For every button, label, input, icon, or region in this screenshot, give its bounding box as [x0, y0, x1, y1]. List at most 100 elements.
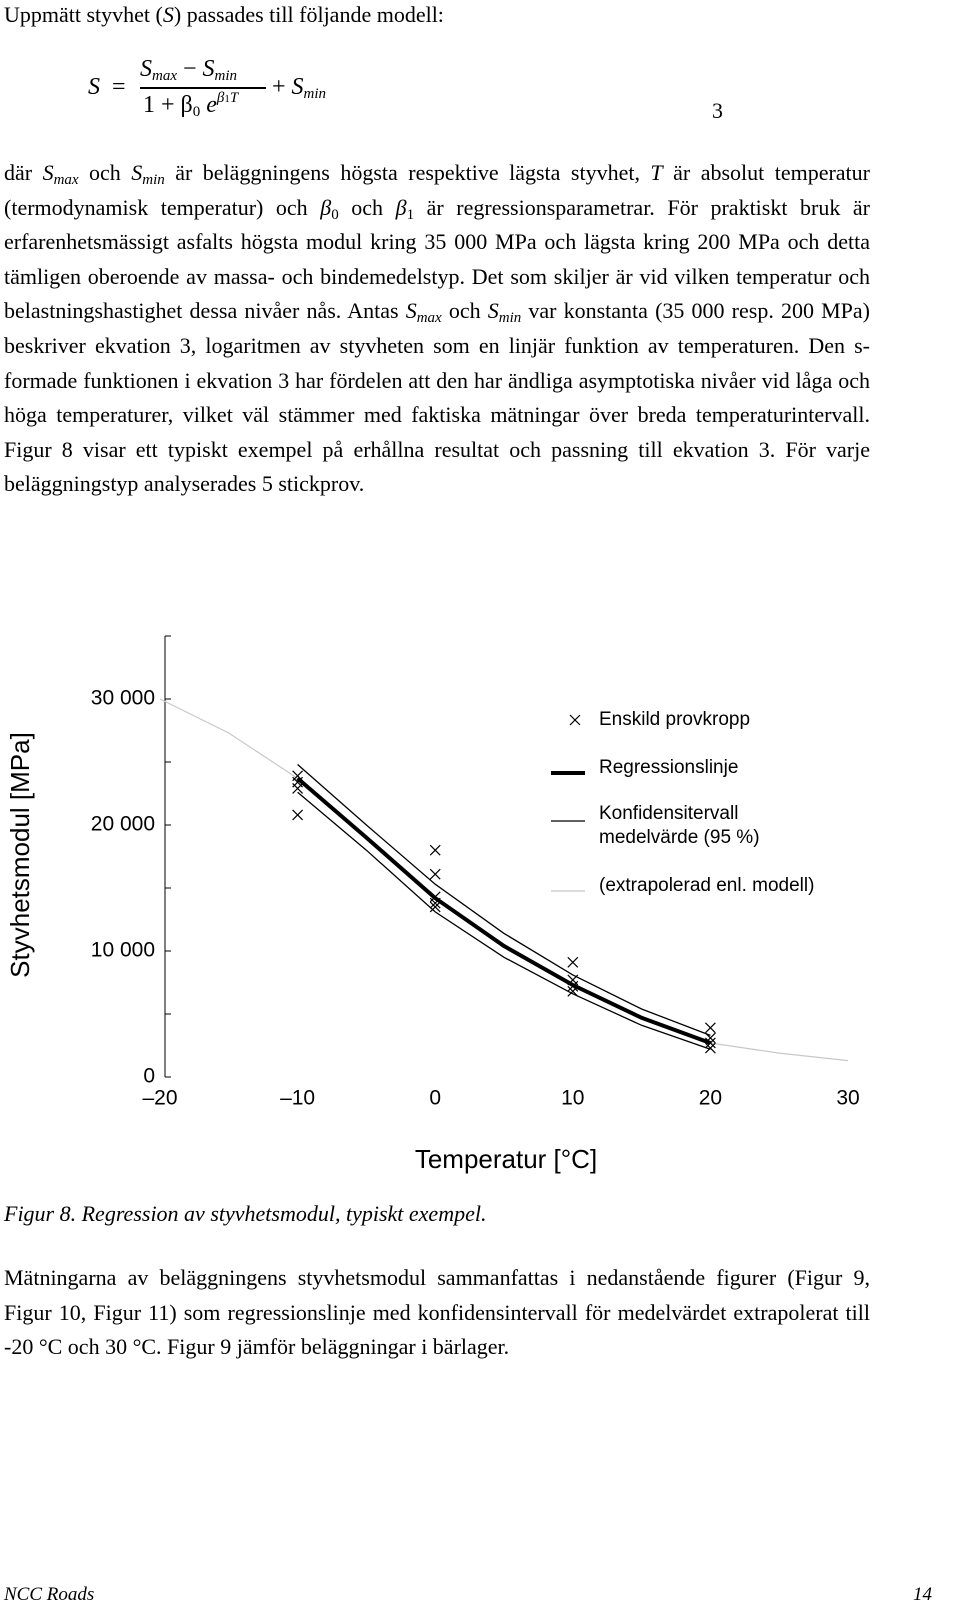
tail: + Smin: [272, 74, 327, 102]
operator: −: [183, 56, 197, 82]
text: är beläggningens högsta respektive lägst…: [164, 160, 651, 185]
text: och: [338, 194, 396, 220]
numerator: Smax − Smin: [140, 56, 238, 84]
marker: [292, 783, 304, 794]
text: är regressionsparametrar. För praktiskt …: [4, 194, 871, 324]
legend-label: Regressionslinje: [599, 757, 739, 778]
y-tick-label: 20 000: [91, 813, 155, 836]
confidence-line: [297, 791, 711, 1050]
subscript: min: [498, 310, 522, 327]
marker-stroke: [429, 844, 441, 856]
text: var konstanta (35 000 resp. 200 MPa) bes…: [4, 298, 870, 497]
confidence-line: [297, 764, 711, 1037]
marker: [429, 901, 441, 913]
x-tick-label: –10: [280, 1087, 315, 1110]
y-tick-label: 10 000: [91, 939, 155, 962]
marker-stroke: [429, 868, 441, 880]
marker: [292, 809, 304, 821]
y-tick-label: 0: [143, 1065, 155, 1088]
marker-stroke: [569, 714, 581, 726]
subscript: 0: [331, 206, 339, 223]
subscript: max: [53, 172, 79, 188]
marker: [567, 956, 579, 968]
subscript: min: [142, 172, 165, 188]
marker: [567, 980, 579, 992]
text: är absolut temperatur (termodynamisk tem…: [4, 160, 870, 220]
marker-stroke: [567, 956, 579, 968]
symbol: S: [487, 298, 499, 324]
marker-stroke: [704, 1032, 716, 1044]
subscript: 1: [224, 93, 230, 105]
legend-label: Konfidensitervall medelvärde (95 %): [599, 803, 760, 848]
marker: [704, 1022, 716, 1034]
symbol: T: [650, 160, 663, 185]
x-tick-label: 20: [699, 1087, 722, 1110]
subscript: 1: [406, 206, 415, 223]
subscript: max: [152, 68, 177, 84]
marker-stroke: [704, 1042, 716, 1054]
subscript: min: [303, 86, 327, 102]
text: Uppmätt styvhet (: [4, 2, 163, 27]
x-tick-label: 0: [429, 1087, 441, 1110]
y-tick-label: 30 000: [91, 687, 155, 710]
subscript: 0: [192, 104, 201, 120]
legend-label: (extrapolerad enl. modell): [599, 875, 815, 896]
symbol: S: [405, 298, 417, 324]
marker-stroke: [704, 1022, 716, 1034]
marker: [704, 1042, 716, 1054]
text: 1 + β: [143, 92, 193, 118]
marker: [704, 1032, 716, 1044]
symbol: S: [88, 74, 100, 100]
operator: =: [112, 74, 126, 100]
text: ) passades till följande modell:: [173, 2, 444, 27]
text: och: [78, 160, 132, 185]
x-axis-label: Temperatur [°C]: [415, 1144, 597, 1174]
marker: [704, 1037, 716, 1049]
marker-stroke: [292, 783, 304, 794]
symbol: S: [291, 74, 304, 100]
legend-marker: [569, 714, 581, 726]
marker: [429, 897, 441, 909]
x-tick-label: 10: [561, 1087, 584, 1110]
marker-stroke: [292, 809, 304, 821]
subscript: min: [214, 68, 238, 84]
symbol: β: [395, 194, 407, 220]
marker: [567, 985, 579, 997]
symbol: e: [206, 92, 217, 118]
text: där: [4, 160, 43, 185]
symbol: S: [42, 160, 54, 185]
marker-stroke: [429, 901, 441, 913]
marker-stroke: [567, 985, 579, 997]
marker: [429, 868, 441, 880]
marker-stroke: [567, 980, 579, 992]
caption: Figur 8. Regression av styvhetsmodul, ty…: [4, 1201, 487, 1226]
page-number: 14: [913, 1584, 932, 1605]
symbol: S: [202, 56, 215, 82]
symbol: S: [162, 2, 174, 27]
marker-stroke: [704, 1037, 716, 1049]
paragraph: där Smax och Smin är beläggningens högst…: [4, 156, 870, 502]
fraction-bar: [140, 87, 266, 89]
subscript: max: [416, 310, 442, 327]
symbol: β: [320, 194, 332, 220]
marker-stroke: [429, 897, 441, 909]
footer-left: NCC Roads: [4, 1584, 95, 1605]
denominator: 1 + β0 eβ1T: [143, 90, 239, 120]
symbol: T: [229, 90, 239, 106]
intro: Uppmätt styvhet (S) passades till följan…: [4, 2, 444, 28]
symbol: S: [140, 56, 152, 82]
legend-label: Enskild provkropp: [599, 709, 751, 730]
symbol: S: [131, 160, 143, 185]
x-tick-label: 30: [836, 1087, 859, 1110]
text: och: [441, 298, 488, 324]
symbol: β: [216, 90, 225, 106]
equation-number: 3: [712, 98, 723, 123]
marker: [429, 844, 441, 856]
paragraph: Mätningarna av beläggningens styvhetsmod…: [4, 1265, 870, 1360]
x-tick-label: –20: [142, 1087, 177, 1110]
operator: +: [272, 74, 286, 100]
y-axis-label: Styvhetsmodul [MPa]: [5, 732, 35, 978]
